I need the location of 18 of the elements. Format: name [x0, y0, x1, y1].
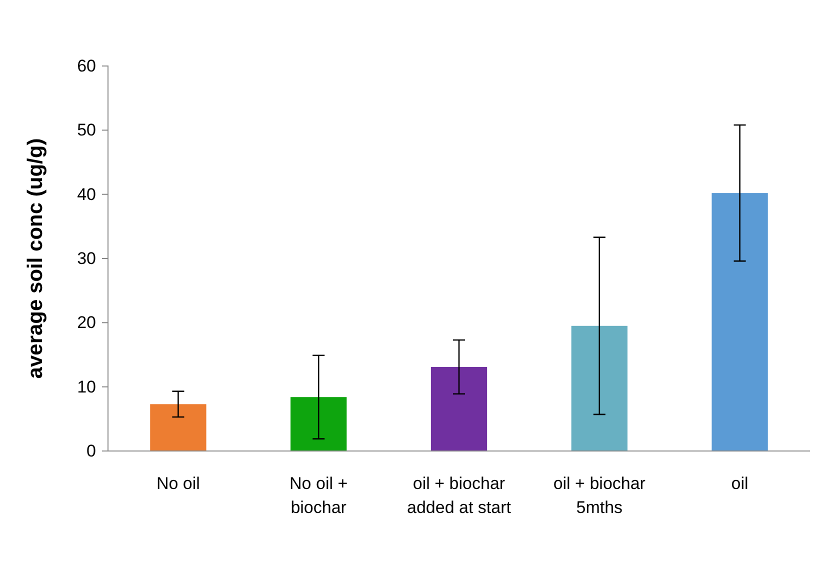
y-tick-label: 10: [77, 377, 96, 396]
y-tick-label: 50: [77, 120, 96, 140]
y-tick-label: 0: [86, 441, 96, 460]
y-tick-label: 20: [77, 313, 96, 332]
bar: [150, 404, 206, 451]
x-tick-label: No oil: [156, 474, 200, 493]
x-tick-label: oil + biochar 5mths: [553, 474, 646, 517]
bar: [290, 397, 347, 451]
x-tick-label: oil + biochar added at start: [407, 474, 512, 517]
x-tick-label: oil: [731, 474, 748, 493]
x-tick-label: No oil + biochar: [290, 474, 348, 517]
y-tick-label: 40: [77, 184, 96, 204]
y-axis-title: average soil conc (ug/g): [24, 138, 47, 379]
bar: [430, 366, 488, 451]
bar: [571, 326, 628, 451]
bar: [712, 193, 768, 451]
y-tick-label: 60: [77, 56, 96, 76]
y-tick-label: 30: [77, 248, 96, 268]
